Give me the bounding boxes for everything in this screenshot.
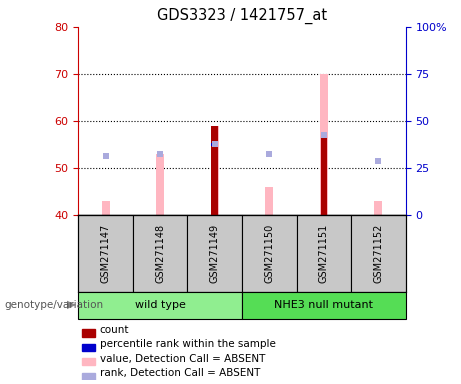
Bar xyxy=(212,126,218,215)
Bar xyxy=(320,74,328,215)
Bar xyxy=(78,215,133,292)
Bar xyxy=(351,215,406,292)
Text: genotype/variation: genotype/variation xyxy=(5,300,104,310)
Text: GSM271148: GSM271148 xyxy=(155,224,165,283)
Text: GSM271150: GSM271150 xyxy=(264,224,274,283)
Bar xyxy=(82,344,95,351)
Bar xyxy=(188,215,242,292)
Bar xyxy=(212,142,218,146)
Bar xyxy=(82,358,95,366)
Bar xyxy=(78,292,242,319)
Bar xyxy=(211,126,219,215)
Bar xyxy=(374,201,383,215)
Bar xyxy=(296,215,351,292)
Text: value, Detection Call = ABSENT: value, Detection Call = ABSENT xyxy=(100,354,265,364)
Text: rank, Detection Call = ABSENT: rank, Detection Call = ABSENT xyxy=(100,368,260,378)
Polygon shape xyxy=(67,301,76,309)
Bar xyxy=(101,201,110,215)
Bar xyxy=(320,135,327,215)
Text: count: count xyxy=(100,325,129,335)
Bar xyxy=(242,215,296,292)
Text: wild type: wild type xyxy=(135,300,186,310)
Bar xyxy=(82,329,95,337)
Text: GSM271152: GSM271152 xyxy=(373,224,384,283)
Text: NHE3 null mutant: NHE3 null mutant xyxy=(274,300,373,310)
Bar xyxy=(156,154,164,215)
Title: GDS3323 / 1421757_at: GDS3323 / 1421757_at xyxy=(157,8,327,24)
Text: GSM271147: GSM271147 xyxy=(100,224,111,283)
Bar xyxy=(242,292,406,319)
Text: percentile rank within the sample: percentile rank within the sample xyxy=(100,339,276,349)
Bar xyxy=(133,215,188,292)
Text: GSM271151: GSM271151 xyxy=(319,224,329,283)
Bar xyxy=(265,187,273,215)
Text: GSM271149: GSM271149 xyxy=(210,224,220,283)
Bar xyxy=(82,372,95,380)
